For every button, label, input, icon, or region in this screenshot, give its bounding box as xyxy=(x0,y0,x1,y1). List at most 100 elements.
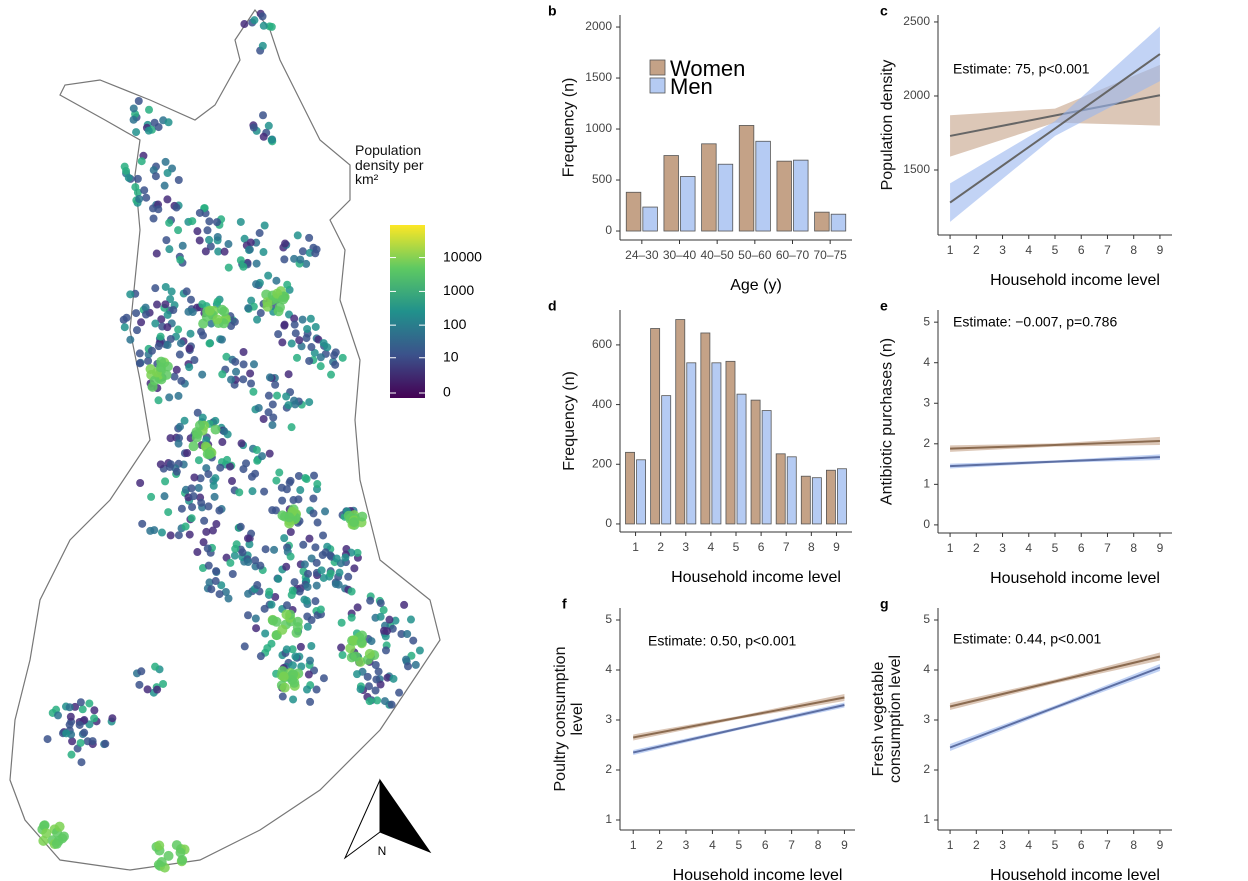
map-point xyxy=(267,615,278,626)
annotation: Estimate: 75, p<0.001 xyxy=(953,61,1090,77)
map-point xyxy=(244,611,253,620)
map-point xyxy=(235,488,244,497)
map-point xyxy=(297,662,306,671)
map-point xyxy=(365,697,374,706)
bar xyxy=(776,160,792,232)
compass-label: N xyxy=(378,844,387,858)
x-tick-label: 1 xyxy=(632,540,639,554)
map-point xyxy=(252,624,261,633)
map-point xyxy=(321,507,330,516)
map-point xyxy=(346,652,357,663)
panel-label: g xyxy=(880,596,889,612)
map-point xyxy=(267,22,276,31)
x-tick-label: 6 xyxy=(1078,541,1085,555)
map-point xyxy=(307,642,316,651)
map-point xyxy=(303,582,312,591)
map-point xyxy=(165,393,174,402)
map-point xyxy=(175,422,184,431)
map-point xyxy=(161,282,170,291)
map-point xyxy=(236,217,245,226)
map-point xyxy=(215,506,224,515)
x-tick-label: 9 xyxy=(1157,541,1164,555)
map-point xyxy=(211,577,220,586)
y-tick-label: 5 xyxy=(923,612,930,626)
bar xyxy=(625,191,642,232)
map-point xyxy=(135,349,144,358)
map-point xyxy=(290,320,299,329)
y-tick-label: 2500 xyxy=(903,14,930,28)
map-point xyxy=(137,318,146,327)
x-axis-label: Age (y) xyxy=(730,277,782,294)
map-point xyxy=(259,21,268,30)
map-point xyxy=(163,850,174,861)
map-point xyxy=(161,369,172,380)
confidence-band xyxy=(950,26,1160,222)
map-point xyxy=(239,348,248,357)
map-point xyxy=(140,186,149,195)
map-point xyxy=(385,615,394,624)
map-point xyxy=(194,420,205,431)
map-point xyxy=(334,580,343,589)
bar xyxy=(830,213,847,232)
trend-line xyxy=(949,94,1161,137)
map-point xyxy=(212,567,221,576)
map-point xyxy=(182,287,191,296)
map-point xyxy=(303,612,312,621)
bar xyxy=(738,125,755,232)
map-point xyxy=(231,357,240,366)
x-tick-label: 24–30 xyxy=(625,248,659,262)
bar xyxy=(701,143,717,232)
map-point xyxy=(364,648,375,659)
map-point xyxy=(371,660,380,669)
bar xyxy=(717,163,734,232)
x-tick-label: 1 xyxy=(947,838,954,852)
map-point xyxy=(141,303,150,312)
map-point xyxy=(345,643,356,654)
map-point xyxy=(218,370,227,379)
map-point xyxy=(156,332,165,341)
legend-label: Women xyxy=(670,56,745,81)
map-point xyxy=(67,750,76,759)
map-point xyxy=(316,362,325,371)
map-point xyxy=(275,468,284,477)
bar xyxy=(736,393,747,525)
map-point xyxy=(409,636,418,645)
map-point xyxy=(288,645,297,654)
y-axis-label: Frequency (n) xyxy=(560,77,578,178)
annotation: Estimate: 0.44, p<0.001 xyxy=(953,631,1101,647)
map-point xyxy=(193,227,202,236)
map-point xyxy=(68,737,77,746)
map-point xyxy=(208,526,217,535)
map-point xyxy=(270,545,279,554)
y-tick-label: 2000 xyxy=(585,19,612,33)
map-point xyxy=(217,335,226,344)
map-point xyxy=(77,758,86,767)
map-point xyxy=(265,373,274,382)
map-point xyxy=(174,325,183,334)
x-tick-label: 8 xyxy=(1130,541,1137,555)
bar xyxy=(636,459,647,525)
y-tick-label: 1 xyxy=(605,812,612,826)
y-axis-label: Frequency (n) xyxy=(560,371,578,471)
map-point xyxy=(357,511,368,522)
x-tick-label: 9 xyxy=(841,838,848,852)
map-point xyxy=(310,471,319,480)
y-axis-label-box: Frequency (n) xyxy=(560,371,578,471)
map-point xyxy=(246,369,255,378)
map-point xyxy=(132,326,141,335)
map-point xyxy=(262,301,273,312)
map-point xyxy=(238,548,247,557)
map-point xyxy=(236,256,245,265)
map-point xyxy=(297,342,306,351)
map-point xyxy=(256,309,265,318)
map-point xyxy=(415,646,424,655)
map-point xyxy=(196,474,205,483)
annotation: Estimate: −0.007, p=0.786 xyxy=(953,314,1117,330)
y-axis-label-box: Antibiotic purchases (n) xyxy=(879,338,896,505)
map-point xyxy=(273,306,284,317)
map-point xyxy=(397,630,406,639)
bar xyxy=(811,477,822,525)
map-outline xyxy=(9,8,441,871)
map-point xyxy=(195,208,204,217)
map-point xyxy=(53,711,62,720)
